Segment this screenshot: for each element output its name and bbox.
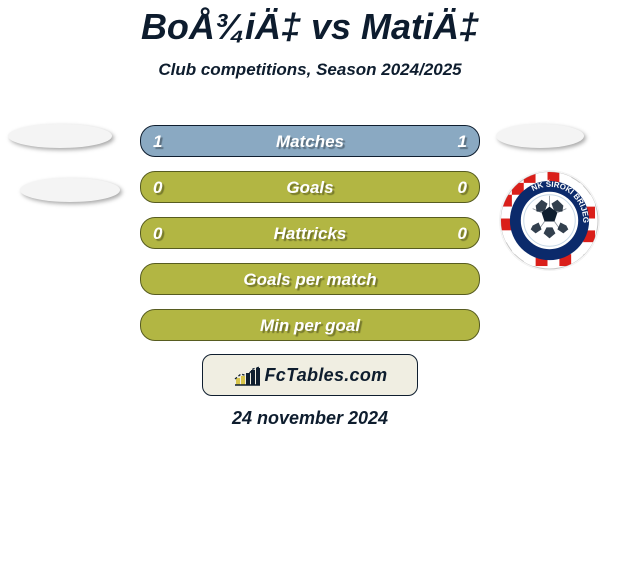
fctables-badge: FcTables.com <box>202 354 418 396</box>
stat-label: Goals per match <box>141 264 479 295</box>
date-text: 24 november 2024 <box>0 408 620 429</box>
stat-label: Min per goal <box>141 310 479 341</box>
stat-value-right: 0 <box>458 172 467 203</box>
stat-value-right: 1 <box>458 126 467 157</box>
stat-row: Matches1 1 <box>0 118 620 164</box>
stat-row: Goals per match <box>0 256 620 302</box>
stat-label: Hattricks <box>141 218 479 249</box>
stat-label: Goals <box>141 172 479 203</box>
stat-value-left: 1 <box>153 126 162 157</box>
stat-pill: Goals0 0 <box>140 171 480 203</box>
stat-row: Goals0 0 <box>0 164 620 210</box>
page-subtitle: Club competitions, Season 2024/2025 <box>0 48 620 80</box>
stat-pill: Matches1 1 <box>140 125 480 157</box>
stat-row: Hattricks0 0 <box>0 210 620 256</box>
stat-label: Matches <box>141 126 479 157</box>
stat-pill: Min per goal <box>140 309 480 341</box>
stat-value-right: 0 <box>458 218 467 249</box>
fctables-logo-icon <box>233 364 259 386</box>
stat-pill: Goals per match <box>140 263 480 295</box>
page-title: BoÅ¾iÄ‡ vs MatiÄ‡ <box>0 0 620 48</box>
stat-row: Min per goal <box>0 302 620 348</box>
fctables-label: FcTables.com <box>265 365 388 386</box>
stat-value-left: 0 <box>153 172 162 203</box>
stat-pill: Hattricks0 0 <box>140 217 480 249</box>
stat-value-left: 0 <box>153 218 162 249</box>
